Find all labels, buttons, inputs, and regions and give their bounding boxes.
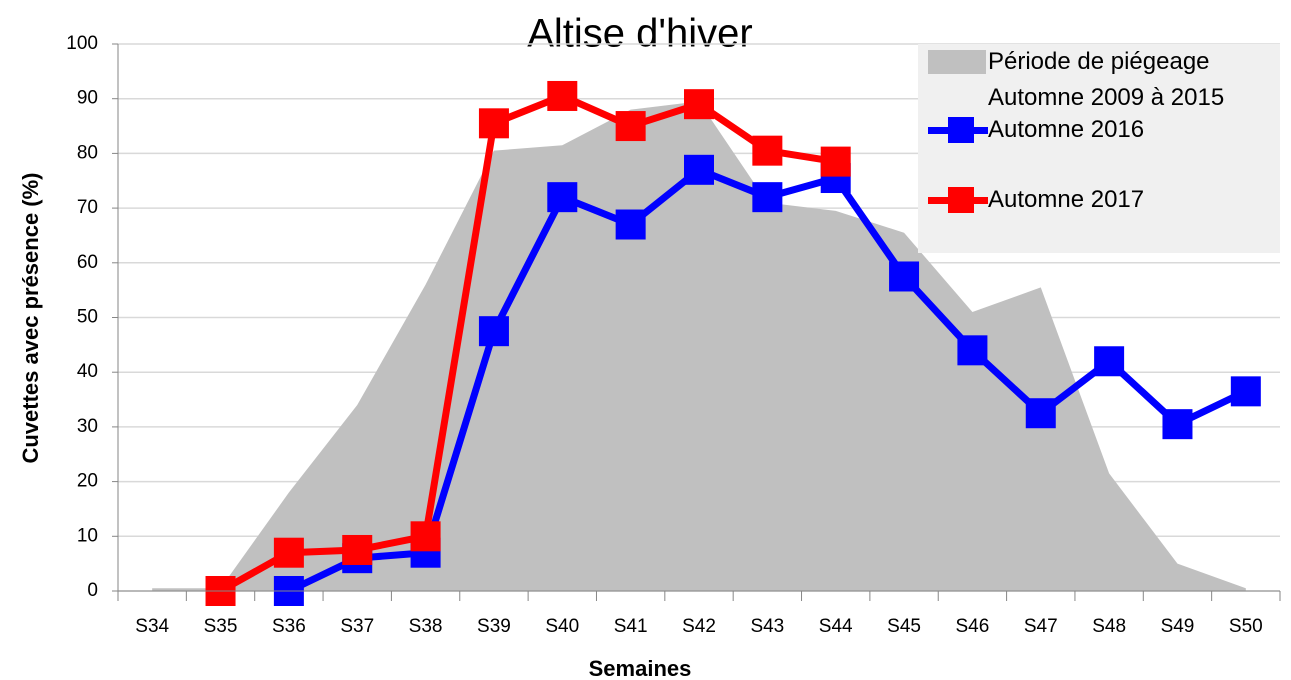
marker (615, 111, 646, 142)
legend-item: Automne 2016 (918, 112, 1280, 143)
x-tick-label: S43 (750, 616, 784, 637)
x-tick-label: S48 (1092, 616, 1126, 637)
marker (684, 154, 714, 185)
marker (752, 182, 783, 213)
x-tick-label: S37 (340, 616, 374, 637)
x-tick-label: S36 (272, 616, 306, 637)
x-tick-label: S38 (409, 616, 443, 637)
legend-item: Période de piégeage Automne 2009 à 2015 (918, 44, 1280, 111)
line (218, 92, 837, 595)
marker (1230, 376, 1261, 407)
x-tick-label: S46 (956, 616, 990, 637)
legend-swatch (928, 187, 988, 213)
legend-swatch (928, 50, 986, 74)
x-tick-label: S39 (477, 616, 511, 637)
marker (478, 316, 509, 347)
marker (752, 135, 783, 166)
x-axis-label: Semaines (589, 656, 692, 680)
y-tick-label: 70 (77, 197, 98, 218)
x-tick-label: S45 (887, 616, 921, 637)
y-tick-label: 90 (77, 88, 98, 109)
x-tick-label: S41 (614, 616, 648, 637)
x-tick-label: S40 (545, 616, 579, 637)
marker (615, 209, 646, 240)
x-tick-label: S34 (135, 616, 169, 637)
y-tick-label: 0 (87, 580, 98, 601)
marker (342, 534, 373, 565)
marker (1025, 398, 1056, 429)
x-tick-label: S42 (682, 616, 716, 637)
y-tick-label: 60 (77, 252, 98, 273)
marker (410, 521, 441, 552)
legend-label: Automne 2017 (988, 186, 1145, 213)
area (152, 101, 1246, 591)
marker (889, 261, 920, 292)
marker (820, 146, 851, 177)
x-tick-label: S47 (1024, 616, 1058, 637)
marker (957, 335, 988, 366)
x-tick-label: S44 (819, 616, 853, 637)
y-tick-label: 100 (66, 33, 98, 54)
marker (1094, 346, 1125, 377)
legend-swatch (928, 117, 988, 143)
x-tick-label: S49 (1161, 616, 1195, 637)
y-tick-label: 50 (77, 307, 98, 328)
y-tick-label: 80 (77, 142, 98, 163)
marker (547, 182, 578, 213)
y-tick-label: 20 (77, 471, 98, 492)
y-tick-label: 10 (77, 525, 98, 546)
y-axis-label: Cuvettes avec présence (%) (18, 172, 43, 463)
legend-item: Automne 2017 (918, 182, 1280, 213)
legend: Période de piégeage Automne 2009 à 2015 A… (918, 44, 1280, 253)
chart-title: Altise d'hiver (527, 12, 753, 56)
data (152, 80, 1261, 606)
legend-label: Automne 2016 (988, 116, 1145, 143)
marker (547, 80, 578, 111)
y-tick-label: 40 (77, 361, 98, 382)
marker (478, 108, 509, 139)
marker (684, 89, 714, 120)
marker (1162, 409, 1193, 440)
x-tick-label: S50 (1229, 616, 1263, 637)
marker (273, 537, 304, 568)
legend-label: Période de piégeage Automne 2009 à 2015 (988, 48, 1225, 111)
y-tick-label: 30 (77, 416, 98, 437)
x-tick-label: S35 (204, 616, 238, 637)
